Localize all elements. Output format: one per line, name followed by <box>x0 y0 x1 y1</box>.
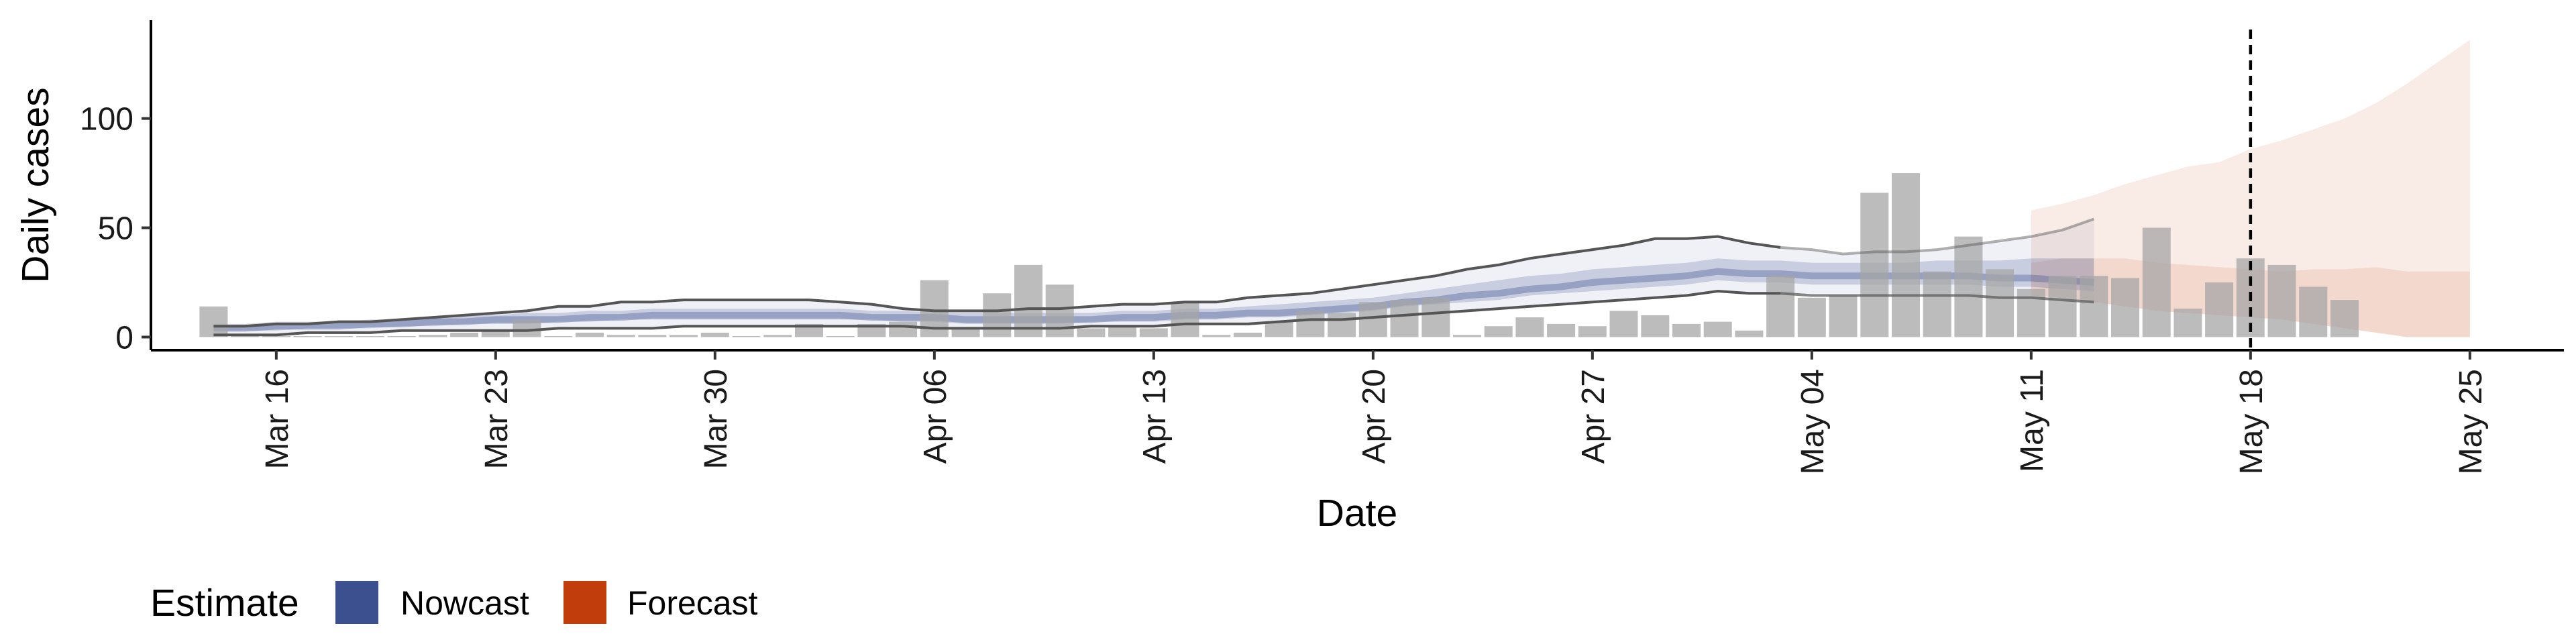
case-bar <box>1171 302 1199 337</box>
x-tick-label: Mar 23 <box>479 369 515 469</box>
case-bar <box>1515 317 1544 337</box>
case-bar <box>1202 335 1231 337</box>
case-bar <box>763 335 792 337</box>
case-bar <box>1703 321 1732 337</box>
x-tick-label: Apr 27 <box>1576 369 1611 464</box>
x-tick-label: May 11 <box>2015 369 2050 472</box>
case-bar <box>419 335 447 337</box>
case-bar <box>1390 300 1419 337</box>
legend-label-nowcast: Nowcast <box>400 584 529 622</box>
case-bar <box>1421 297 1450 337</box>
case-bar <box>2048 276 2077 337</box>
case-bar <box>1860 193 1889 337</box>
case-bar <box>1108 326 1137 337</box>
case-bar <box>889 321 918 337</box>
legend-title: Estimate <box>150 582 299 625</box>
case-bar <box>199 306 228 337</box>
case-bar <box>1735 330 1764 337</box>
case-bar <box>1923 271 1951 337</box>
case-bar <box>1014 264 1042 337</box>
x-axis-title: Date <box>1317 492 1397 535</box>
x-tick-label: May 25 <box>2453 369 2489 474</box>
case-bar <box>576 332 604 337</box>
x-ticks: Mar 16 Mar 23 Mar 30 Apr 06 Apr 13 Apr 20 Apr … <box>260 350 2489 474</box>
nowcast-band-50 <box>213 258 2094 331</box>
nowcast-lower-bound-line <box>213 289 1781 337</box>
case-bar <box>1797 297 1826 337</box>
case-bar <box>2330 300 2359 337</box>
case-bar <box>1766 276 1795 337</box>
case-bar <box>513 319 541 337</box>
case-bar <box>638 335 667 337</box>
y-axis-title: Daily cases <box>14 87 57 282</box>
nowcast-bound-lines <box>213 217 2094 337</box>
case-bar <box>1139 328 1168 337</box>
case-bar <box>1672 323 1701 337</box>
observed-case-bars <box>199 173 2359 337</box>
case-bar <box>1578 326 1607 337</box>
x-tick-label: May 04 <box>1795 369 1831 474</box>
case-bar <box>356 336 384 337</box>
case-bar <box>983 293 1012 337</box>
case-bar <box>732 336 761 337</box>
case-bar <box>1986 269 2015 337</box>
case-bar <box>2205 282 2234 337</box>
legend-label-forecast: Forecast <box>627 584 758 622</box>
case-bar <box>1234 332 1262 337</box>
nowcast-band-90 <box>213 219 2094 335</box>
case-bar <box>700 332 729 337</box>
case-bar <box>231 336 260 337</box>
case-bar <box>262 336 290 337</box>
y-tick-label: 0 <box>115 320 133 356</box>
case-bar <box>951 328 980 337</box>
case-bar <box>450 332 479 337</box>
case-bar <box>2174 309 2202 337</box>
case-bar <box>325 336 354 337</box>
y-tick-label: 100 <box>80 102 133 138</box>
case-bar <box>1358 302 1387 337</box>
case-bar <box>1265 321 1293 337</box>
case-bar <box>1892 173 1920 337</box>
x-tick-label: Apr 13 <box>1137 369 1173 464</box>
x-tick-label: Apr 20 <box>1356 369 1392 464</box>
case-bar <box>2017 288 2045 337</box>
legend-swatch-forecast <box>564 581 606 624</box>
case-bar <box>387 336 416 337</box>
axes <box>150 20 2564 352</box>
case-bar <box>606 335 635 337</box>
case-bar <box>2267 264 2296 337</box>
case-bar <box>481 330 510 337</box>
legend-swatch-nowcast <box>335 581 378 624</box>
x-tick-label: Mar 30 <box>698 369 734 469</box>
nowcast-upper-bound-line-recent <box>1780 217 2094 256</box>
case-bar <box>1641 315 1670 337</box>
x-tick-label: May 18 <box>2234 369 2269 474</box>
y-ticks: 0 50 100 <box>80 102 151 356</box>
x-tick-label: Apr 06 <box>918 369 953 464</box>
case-bar <box>1296 311 1325 337</box>
nowcast-upper-bound-line <box>213 235 1781 328</box>
case-bar <box>1077 328 1106 337</box>
case-bar <box>1609 311 1638 337</box>
case-bar <box>826 336 855 337</box>
y-tick-label: 50 <box>98 211 133 247</box>
case-bar <box>1484 326 1513 337</box>
case-bar <box>1328 313 1356 337</box>
case-bar <box>669 335 698 337</box>
case-bar <box>1954 236 1983 337</box>
case-bar <box>544 336 573 337</box>
case-bar <box>293 336 322 337</box>
case-bar <box>1453 335 1481 337</box>
case-bar <box>2080 276 2108 337</box>
case-bar <box>1547 323 1576 337</box>
case-bar <box>2142 227 2171 337</box>
case-bar <box>2299 286 2328 337</box>
case-bar <box>2111 278 2139 337</box>
legend: Estimate Nowcast Forecast <box>150 581 758 625</box>
nowcast-lower-bound-line-recent <box>1780 292 2094 304</box>
x-tick-label: Mar 16 <box>260 369 295 469</box>
case-bar <box>1829 295 1858 337</box>
